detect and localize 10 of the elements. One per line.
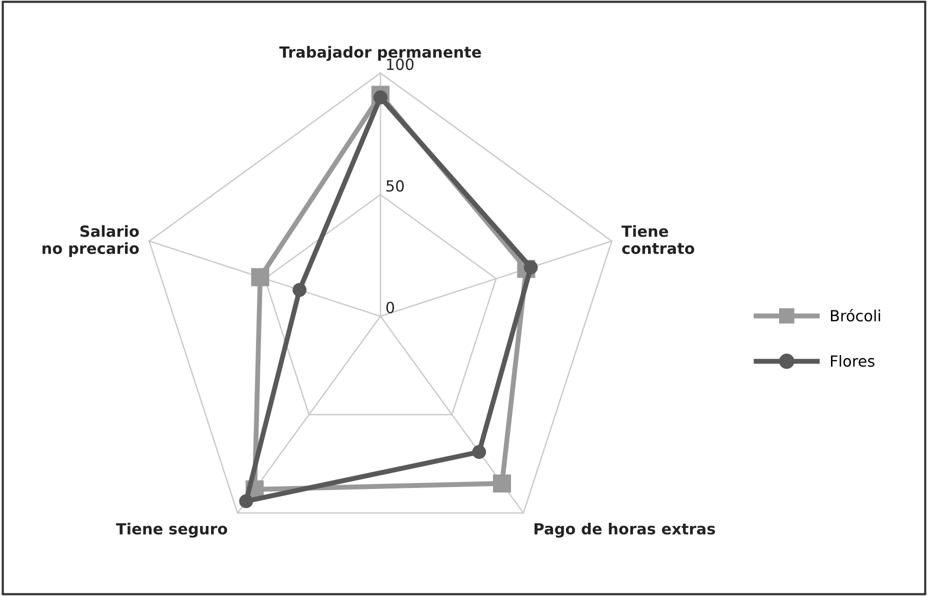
spoke-label: Tiene seguro bbox=[116, 522, 228, 538]
spoke-label: Pago de horas extras bbox=[534, 522, 715, 538]
legend-label: Brócoli bbox=[830, 309, 880, 322]
spoke-label: Tiene contrato bbox=[622, 225, 694, 254]
y-tick-label: 0 bbox=[386, 302, 394, 314]
spoke-label: Trabajador permanente bbox=[279, 46, 481, 61]
y-tick-label: 50 bbox=[386, 180, 404, 192]
spoke-label: Salario no precario bbox=[42, 225, 139, 258]
legend-label: Flores bbox=[830, 355, 874, 367]
y-tick-label: 100 bbox=[387, 58, 414, 70]
